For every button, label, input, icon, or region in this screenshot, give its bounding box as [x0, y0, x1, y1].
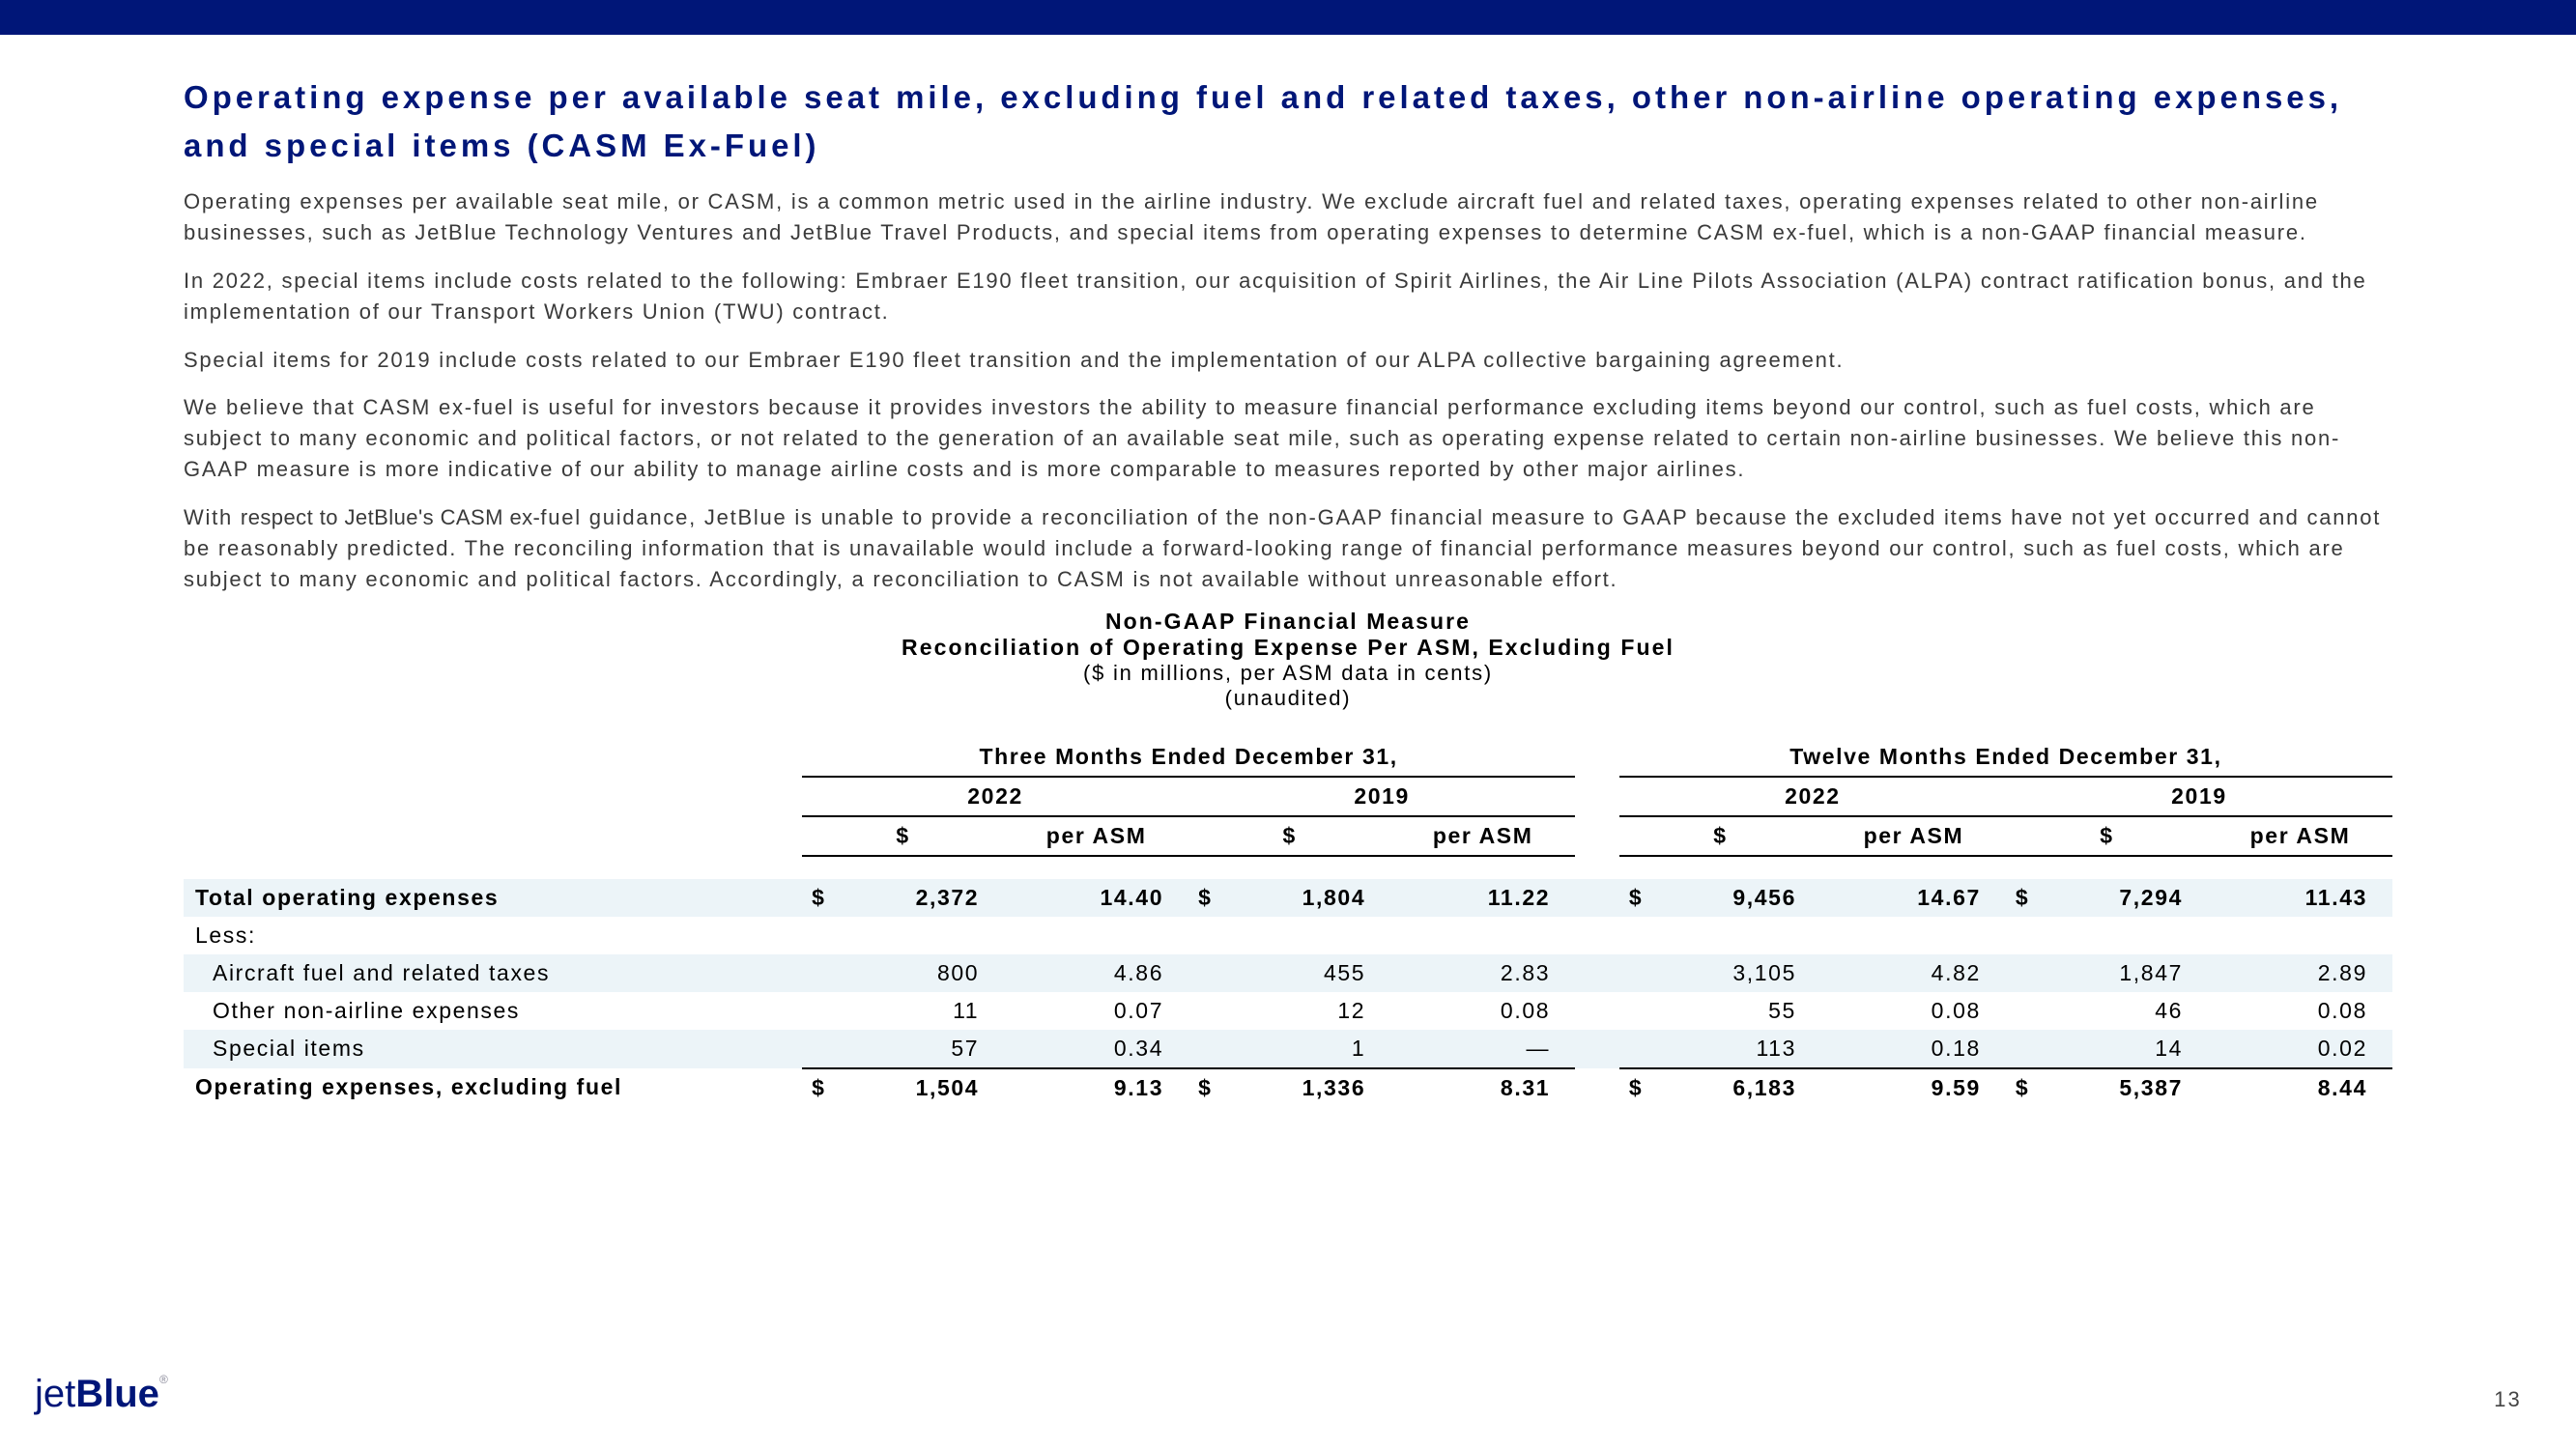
paragraph-3: Special items for 2019 include costs rel…	[184, 345, 2392, 376]
year-4: 2019	[2006, 777, 2392, 816]
p5-prefix: With	[184, 505, 241, 529]
table-heading-line2: Reconciliation of Operating Expense Per …	[184, 635, 2392, 661]
paragraph-5: With respect to JetBlue's CASM ex-fuel g…	[184, 502, 2392, 595]
cell: 9.13	[1004, 1068, 1188, 1107]
row-total: Total operating expenses $ 2,372 14.40 $…	[184, 879, 2392, 917]
cell: 4.82	[1821, 954, 2006, 992]
table-heading-line1: Non-GAAP Financial Measure	[184, 609, 2392, 635]
cell: 1,804	[1233, 879, 1390, 917]
row-other: Other non-airline expenses 11 0.07 12 0.…	[184, 992, 2392, 1030]
cell: 1,847	[2050, 954, 2208, 992]
cell: 4.86	[1004, 954, 1188, 992]
top-bar	[0, 0, 2576, 35]
cell: 0.34	[1004, 1030, 1188, 1068]
cell: 57	[846, 1030, 1004, 1068]
col-dollar-1: $	[802, 816, 1004, 856]
cell: 800	[846, 954, 1004, 992]
cell: 6,183	[1664, 1068, 1821, 1107]
cell: $	[1619, 1068, 1664, 1107]
logo-part1: jet	[35, 1373, 75, 1415]
cell: 3,105	[1664, 954, 1821, 992]
year-1: 2022	[802, 777, 1188, 816]
cell: 0.18	[1821, 1030, 2006, 1068]
period-2: Twelve Months Ended December 31,	[1619, 738, 2392, 777]
cell: 7,294	[2050, 879, 2208, 917]
cell: 0.08	[1821, 992, 2006, 1030]
cell: 113	[1664, 1030, 1821, 1068]
cell: $	[1188, 879, 1233, 917]
label-other: Other non-airline expenses	[184, 992, 802, 1030]
cell: 2.83	[1390, 954, 1575, 992]
cell: $	[802, 879, 846, 917]
cell: 55	[1664, 992, 1821, 1030]
col-perasm-3: per ASM	[1821, 816, 2006, 856]
period-1: Three Months Ended December 31,	[802, 738, 1575, 777]
table-heading-line4: (unaudited)	[184, 686, 2392, 711]
logo-part2: Blue	[75, 1373, 159, 1415]
col-dollar-2: $	[1188, 816, 1390, 856]
cell: $	[1619, 879, 1664, 917]
label-fuel: Aircraft fuel and related taxes	[184, 954, 802, 992]
row-less: Less:	[184, 917, 2392, 954]
cell: 11	[846, 992, 1004, 1030]
col-perasm-4: per ASM	[2208, 816, 2392, 856]
row-fuel: Aircraft fuel and related taxes 800 4.86…	[184, 954, 2392, 992]
col-dollar-4: $	[2006, 816, 2208, 856]
paragraph-2: In 2022, special items include costs rel…	[184, 266, 2392, 327]
cell: 1	[1233, 1030, 1390, 1068]
cell: 8.44	[2208, 1068, 2392, 1107]
page-title: Operating expense per available seat mil…	[184, 73, 2392, 169]
label-excl-fuel: Operating expenses, excluding fuel	[184, 1068, 802, 1107]
spacer-row	[184, 856, 2392, 879]
col-perasm-1: per ASM	[1004, 816, 1188, 856]
cell: 455	[1233, 954, 1390, 992]
paragraph-4: We believe that CASM ex-fuel is useful f…	[184, 392, 2392, 485]
table-heading: Non-GAAP Financial Measure Reconciliatio…	[184, 609, 2392, 711]
col-header-row: $ per ASM $ per ASM $ per ASM $ per ASM	[184, 816, 2392, 856]
label-total: Total operating expenses	[184, 879, 802, 917]
cell: —	[1390, 1030, 1575, 1068]
cell: 8.31	[1390, 1068, 1575, 1107]
cell: 0.08	[2208, 992, 2392, 1030]
cell: 2.89	[2208, 954, 2392, 992]
cell: 14.67	[1821, 879, 2006, 917]
year-row: 2022 2019 2022 2019	[184, 777, 2392, 816]
cell: 0.07	[1004, 992, 1188, 1030]
cell: 46	[2050, 992, 2208, 1030]
period-row: Three Months Ended December 31, Twelve M…	[184, 738, 2392, 777]
label-less: Less:	[184, 917, 802, 954]
cell: 5,387	[2050, 1068, 2208, 1107]
col-perasm-2: per ASM	[1390, 816, 1575, 856]
cell: $	[1188, 1068, 1233, 1107]
cell: 14.40	[1004, 879, 1188, 917]
cell: $	[802, 1068, 846, 1107]
year-3: 2022	[1619, 777, 2006, 816]
cell: 11.43	[2208, 879, 2392, 917]
cell: 9,456	[1664, 879, 1821, 917]
row-excl-fuel: Operating expenses, excluding fuel $ 1,5…	[184, 1068, 2392, 1107]
label-special: Special items	[184, 1030, 802, 1068]
cell: 9.59	[1821, 1068, 2006, 1107]
cell: 12	[1233, 992, 1390, 1030]
cell: $	[2006, 879, 2050, 917]
paragraph-1: Operating expenses per available seat mi…	[184, 186, 2392, 248]
year-2: 2019	[1188, 777, 1575, 816]
cell: $	[2006, 1068, 2050, 1107]
cell: 1,336	[1233, 1068, 1390, 1107]
p5-span: respect to JetBlue's CASM ex-	[241, 505, 540, 529]
page-content: Operating expense per available seat mil…	[0, 35, 2576, 1107]
cell: 1,504	[846, 1068, 1004, 1107]
row-special: Special items 57 0.34 1 — 113 0.18 14 0.…	[184, 1030, 2392, 1068]
col-dollar-3: $	[1619, 816, 1821, 856]
cell: 0.02	[2208, 1030, 2392, 1068]
cell: 0.08	[1390, 992, 1575, 1030]
financial-table: Three Months Ended December 31, Twelve M…	[184, 738, 2392, 1107]
cell: 11.22	[1390, 879, 1575, 917]
table-heading-line3: ($ in millions, per ASM data in cents)	[184, 661, 2392, 686]
jetblue-logo: jetBlue®	[35, 1373, 168, 1416]
cell: 14	[2050, 1030, 2208, 1068]
logo-reg: ®	[159, 1373, 168, 1386]
page-number: 13	[2494, 1387, 2522, 1412]
cell: 2,372	[846, 879, 1004, 917]
